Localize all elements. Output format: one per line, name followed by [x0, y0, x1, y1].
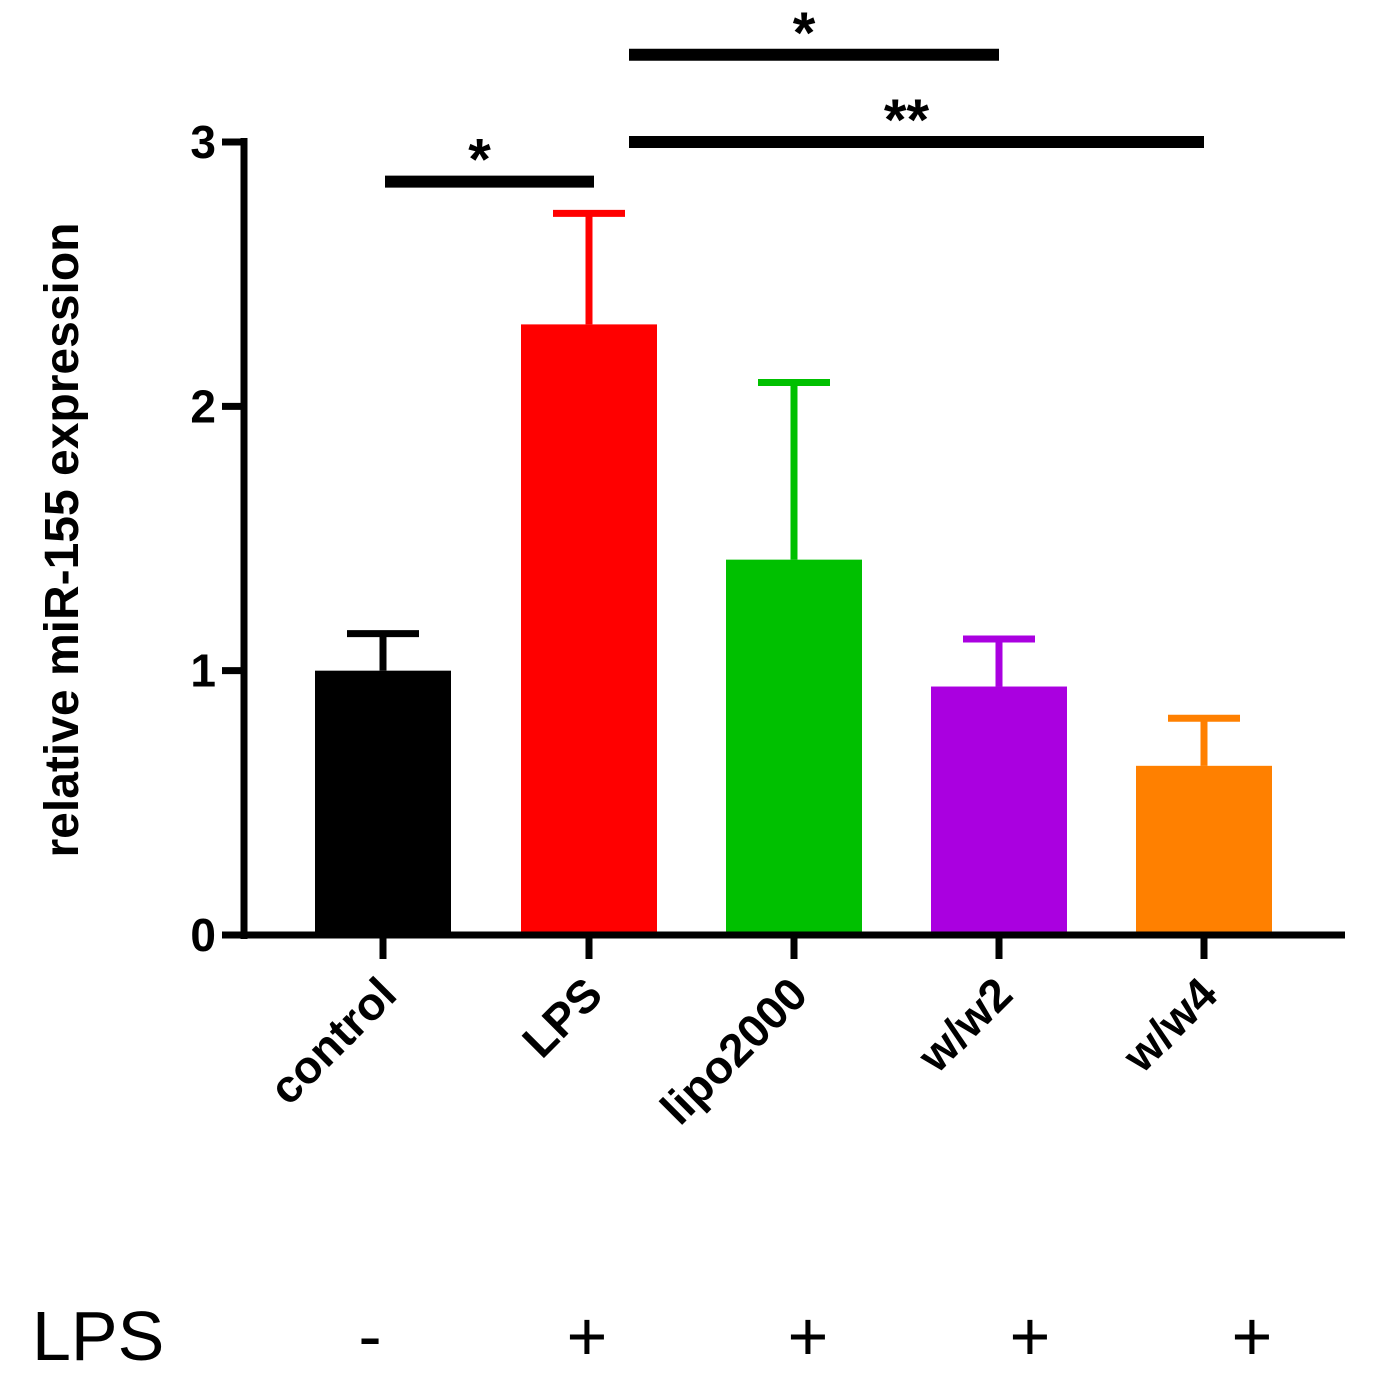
y-tick-label-0: 0 — [190, 909, 216, 961]
y-axis-label: relative miR-155 expression — [36, 223, 89, 858]
y-tick-label-2: 2 — [190, 380, 216, 432]
y-tick-label-3: 3 — [190, 116, 216, 168]
y-tick-label-1: 1 — [190, 645, 216, 697]
condition-value-0: - — [358, 1297, 381, 1375]
significance-label-0: * — [468, 128, 491, 193]
condition-value-2: + — [788, 1297, 829, 1375]
bar-1 — [521, 324, 657, 935]
condition-value-4: + — [1232, 1297, 1273, 1375]
significance-label-1: * — [793, 1, 816, 66]
x-tick-label-0: control — [259, 967, 406, 1114]
bar-3 — [931, 686, 1067, 935]
x-tick-label-2: lipo2000 — [650, 967, 817, 1134]
condition-row-label: LPS — [32, 1297, 164, 1375]
bar-2 — [726, 559, 862, 935]
bar-0 — [315, 670, 451, 935]
bar-4 — [1136, 765, 1272, 935]
condition-value-1: + — [567, 1297, 608, 1375]
condition-value-3: + — [1010, 1297, 1051, 1375]
x-tick-label-3: w/w2 — [907, 967, 1022, 1082]
x-tick-label-4: w/w4 — [1112, 967, 1227, 1082]
significance-label-2: ** — [884, 88, 930, 153]
x-tick-label-1: LPS — [512, 967, 612, 1067]
